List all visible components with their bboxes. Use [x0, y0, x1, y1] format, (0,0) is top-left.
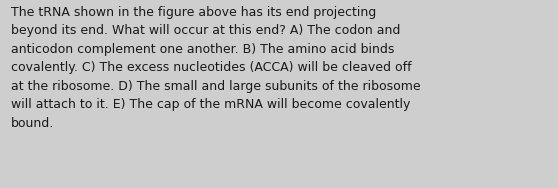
Text: The tRNA shown in the figure above has its end projecting
beyond its end. What w: The tRNA shown in the figure above has i…: [11, 6, 421, 130]
